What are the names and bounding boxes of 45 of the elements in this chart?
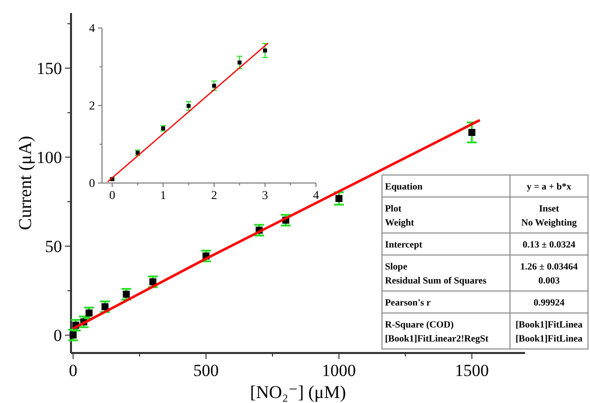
annotation: 0.13 ± 0.0324 <box>522 240 576 250</box>
text: y = a + b*x <box>526 182 572 192</box>
annotation: R-Square (COD) <box>385 320 454 330</box>
text: 0.99924 <box>534 298 565 308</box>
y-tick-label: 150 <box>36 59 62 78</box>
y-axis-title: Current (μA) <box>15 136 35 230</box>
x-tick-label: 0 <box>68 361 78 380</box>
x-tick-label: 0 <box>109 188 116 202</box>
x-tick-label: 3 <box>262 188 268 202</box>
y-tick-label: 100 <box>36 148 62 168</box>
annotation: [Book1]FitLinear2!RegSt <box>385 334 490 344</box>
point <box>102 303 109 310</box>
annotation: Intercept <box>385 240 424 250</box>
annotation: No Weighting <box>521 218 578 228</box>
annotation: Plot <box>385 204 402 214</box>
text: 0.003 <box>538 276 560 286</box>
text: Inset <box>538 204 560 214</box>
y-tick-label: 0 <box>54 326 62 346</box>
annotation: Weight <box>385 218 415 228</box>
y-tick-label: 50 <box>45 237 62 256</box>
x-tick-label: 2 <box>211 188 218 202</box>
point <box>122 290 130 298</box>
y-tick-label: 0 <box>89 176 95 190</box>
y-tick-label: 4 <box>89 21 95 36</box>
x-tick-label: 4 <box>313 188 319 202</box>
x-tick-label: 1000 <box>322 361 356 380</box>
point <box>186 104 191 108</box>
point <box>263 48 268 52</box>
annotation: Pearson's r <box>385 298 432 308</box>
point <box>212 84 216 88</box>
point <box>335 194 342 202</box>
y-tick-label: 2 <box>89 98 95 113</box>
x-tick-label: 500 <box>193 361 219 380</box>
x-axis-title: [NO₂⁻] (μM) <box>250 382 346 402</box>
annotation: Equation <box>385 182 424 192</box>
x-tick-label: 1 <box>160 188 166 202</box>
annotation: 1.26 ± 0.03464 <box>520 262 578 272</box>
annotation: [Book1]FitLinea <box>515 320 583 330</box>
annotation: [Book1]FitLinea <box>515 334 583 344</box>
point <box>149 278 156 286</box>
point <box>238 60 242 64</box>
annotation: Residual Sum of Squares <box>385 276 487 286</box>
x-tick-label: 1500 <box>454 361 489 380</box>
annotation: Slope <box>385 262 408 272</box>
point <box>468 128 476 136</box>
